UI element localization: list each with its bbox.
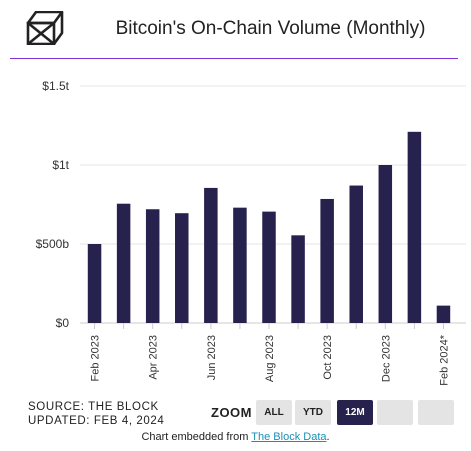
bar	[233, 207, 247, 323]
x-tick-label: Oct 2023	[322, 335, 334, 380]
embed-prefix: Chart embedded from	[141, 431, 252, 443]
bar	[407, 131, 422, 323]
bar	[436, 305, 451, 323]
zoom-label: ZOOM	[211, 405, 252, 420]
x-tick-label: Feb 2023	[90, 335, 102, 381]
bar	[116, 203, 131, 323]
source-text: SOURCE: THE BLOCK	[28, 401, 159, 413]
source-info: SOURCE: THE BLOCK UPDATED: FEB 4, 2024	[28, 400, 164, 428]
bar	[87, 244, 102, 323]
zoom-12m-button[interactable]: 12M	[337, 400, 373, 425]
x-tick-label: Apr 2023	[148, 335, 160, 380]
bar-chart: $0 $500b $1t $1.5t Feb 2023 Apr 2023 Jun 2023 A…	[36, 79, 466, 386]
the-block-data-link[interactable]: The Block Data	[251, 431, 327, 443]
bar	[262, 211, 276, 323]
bar	[145, 209, 160, 323]
y-tick-label: $1t	[52, 158, 69, 172]
zoom-ytd-button[interactable]: YTD	[295, 400, 331, 425]
x-tick-label: Dec 2023	[380, 335, 392, 382]
y-tick-label: $1.5t	[42, 79, 69, 93]
x-tick-label: Aug 2023	[264, 335, 276, 382]
bar	[291, 235, 305, 323]
y-tick-label: $0	[56, 316, 70, 330]
zoom-blank-button[interactable]	[377, 400, 413, 425]
zoom-all-button[interactable]: ALL	[256, 400, 292, 425]
the-block-logo-icon	[26, 11, 64, 45]
y-tick-label: $500b	[36, 237, 70, 251]
bar	[349, 185, 363, 323]
chart-title: Bitcoin's On-Chain Volume (Monthly)	[115, 18, 426, 39]
zoom-blank-button[interactable]	[418, 400, 454, 425]
bar	[175, 213, 189, 323]
embed-suffix: .	[326, 431, 330, 443]
x-tick-label: Feb 2024*	[438, 334, 450, 385]
title-divider	[10, 58, 458, 59]
bar	[378, 165, 393, 323]
x-tick-label: Jun 2023	[206, 335, 218, 380]
bar	[204, 187, 218, 323]
updated-text: UPDATED: FEB 4, 2024	[28, 415, 165, 427]
bar	[320, 198, 334, 323]
embed-credit: Chart embedded from The Block Data.	[0, 431, 471, 443]
